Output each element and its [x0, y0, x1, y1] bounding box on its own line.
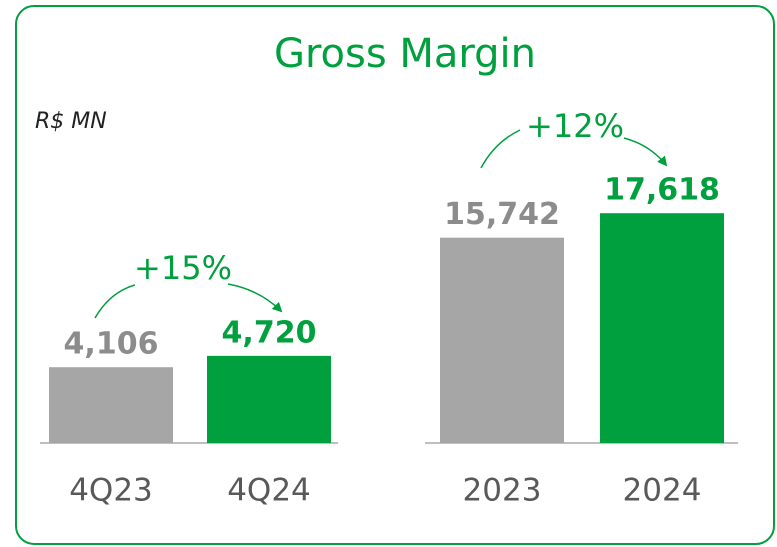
- arrow: [227, 283, 283, 313]
- bar: [49, 367, 173, 443]
- annotation: +15%: [134, 249, 232, 287]
- arrow: [623, 137, 668, 167]
- arc: [480, 129, 521, 169]
- value-label: 15,742: [444, 197, 560, 232]
- value-label: 4,106: [64, 327, 159, 362]
- chart-title: Gross Margin: [274, 31, 536, 77]
- bar: [440, 237, 564, 443]
- unit-label: R$ MN: [35, 109, 107, 134]
- x-tick-label: 4Q23: [69, 473, 153, 509]
- bar: [600, 213, 724, 443]
- value-label: 17,618: [604, 173, 720, 208]
- value-label: 4,720: [222, 315, 317, 350]
- x-tick-label: 2024: [623, 473, 702, 509]
- bar: [207, 355, 331, 443]
- frame: [15, 5, 775, 545]
- x-tick-label: 2023: [463, 473, 542, 509]
- x-tick-label: 4Q24: [227, 473, 311, 509]
- arc: [94, 284, 136, 319]
- annotation: +12%: [526, 107, 624, 145]
